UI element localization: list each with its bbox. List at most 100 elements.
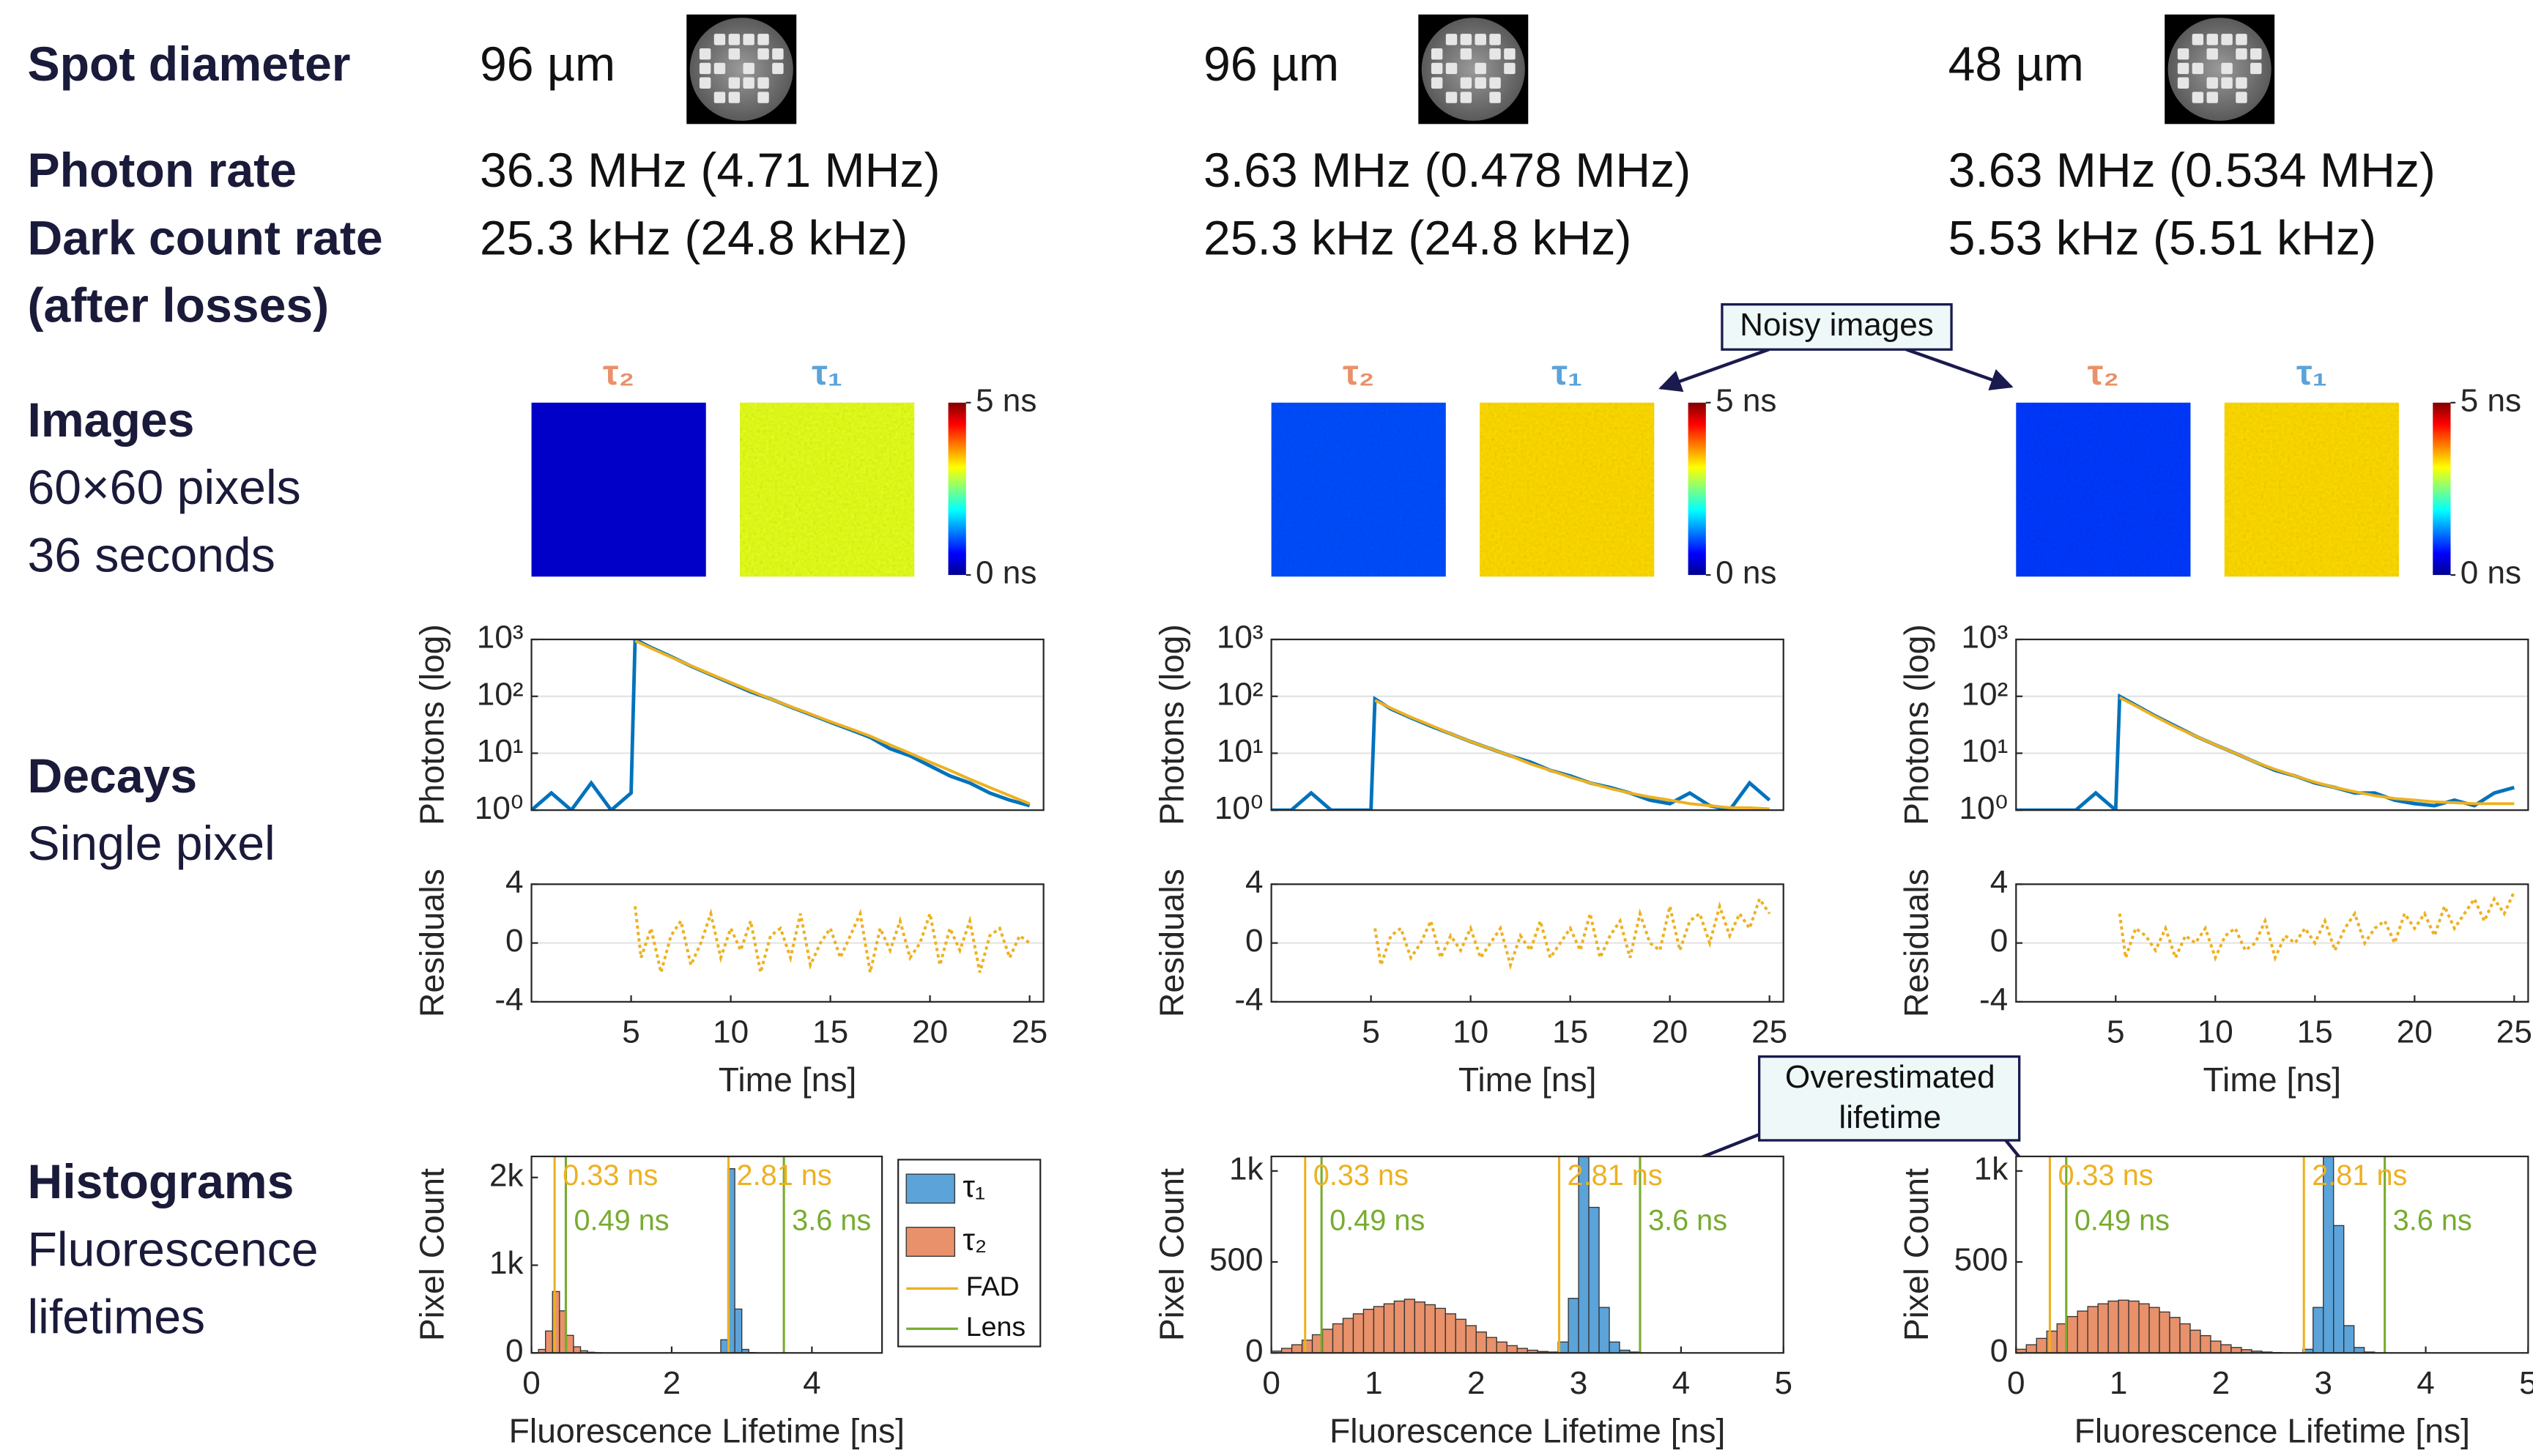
histogram-bar — [2138, 1303, 2150, 1353]
legend-swatch — [905, 1227, 956, 1257]
y-axis-label: Residuals — [412, 869, 450, 1017]
image-noise — [2016, 402, 2191, 577]
series-line — [634, 906, 1031, 973]
row-label: (after losses) — [27, 278, 329, 333]
histogram-bar — [2333, 1225, 2345, 1353]
row-sublabel: Fluorescence — [27, 1222, 318, 1276]
y-tick-label: 10⁰ — [475, 790, 524, 826]
series-line — [1374, 699, 1770, 811]
y-tick-label: 10¹ — [477, 733, 524, 769]
histogram-bar — [2036, 1337, 2047, 1353]
histogram-bar — [1475, 1331, 1487, 1353]
y-tick-label: 10² — [477, 676, 524, 712]
colorbar — [948, 402, 966, 576]
y-tick-label: 500 — [1209, 1242, 1264, 1278]
x-tick-label: 15 — [2297, 1014, 2333, 1050]
y-tick-label: 10¹ — [1217, 733, 1264, 769]
histogram-bar — [2313, 1307, 2324, 1353]
plot-marks — [2118, 891, 2516, 962]
series-line — [2118, 891, 2516, 962]
histogram-bar — [1609, 1341, 1620, 1353]
reference-label: 0.49 ns — [574, 1205, 669, 1237]
x-axis-label: Fluorescence Lifetime [ns] — [2074, 1411, 2470, 1449]
x-tick-label: 2 — [1467, 1365, 1486, 1401]
x-tick-label: 0 — [2007, 1365, 2025, 1401]
callout-box — [1721, 302, 1953, 351]
histogram-bar — [1496, 1341, 1507, 1353]
plot-marks — [1373, 895, 1771, 970]
panel-title: τ₂ — [603, 353, 634, 393]
histogram-bar — [1506, 1345, 1518, 1353]
arrow — [1658, 348, 1770, 393]
image-noise — [740, 402, 915, 577]
y-tick-label: 0 — [505, 923, 524, 959]
histogram-bar — [2354, 1347, 2365, 1353]
plot-area — [531, 639, 1044, 811]
x-tick-label: 3 — [1570, 1365, 1588, 1401]
histogram-bar — [1352, 1313, 1365, 1353]
y-axis-label: Pixel Count — [1897, 1168, 1935, 1341]
callout-over: Overestimated lifetime — [1408, 1055, 2115, 1276]
legend-label: FAD — [966, 1271, 1020, 1301]
histogram-bar — [1455, 1318, 1466, 1353]
colorbar — [1688, 402, 1706, 576]
axes-box — [2015, 883, 2529, 1003]
plot-area — [2016, 639, 2529, 811]
row-label: Decays — [27, 749, 197, 803]
y-axis-label: Pixel Count — [1152, 1168, 1190, 1341]
spot-value: 96 µm — [480, 37, 615, 91]
x-tick-label: 10 — [2198, 1014, 2233, 1050]
row-sublabel: lifetimes — [27, 1290, 205, 1344]
x-tick-label: 15 — [812, 1014, 848, 1050]
histogram-bar — [2066, 1315, 2078, 1353]
histogram-bar — [2107, 1300, 2119, 1353]
axes-box — [1270, 638, 1784, 811]
colorbar-label: 0 ns — [2460, 555, 2521, 591]
reference-label: 3.6 ns — [2393, 1205, 2472, 1237]
y-tick-label: 0 — [1245, 1333, 1264, 1369]
axes-box — [530, 883, 1045, 1003]
x-axis-label: Time [ns] — [2203, 1061, 2341, 1099]
panel-title: τ₁ — [1551, 353, 1582, 393]
dark-rate: 25.3 kHz (24.8 kHz) — [480, 210, 908, 264]
callout-text: lifetime — [1839, 1099, 1941, 1135]
histogram-bar — [1383, 1303, 1395, 1353]
histogram-bar — [1444, 1313, 1456, 1353]
histogram-bar — [1362, 1308, 1375, 1353]
histogram-bar — [1434, 1307, 1446, 1353]
y-tick-label: 10² — [1962, 676, 2009, 712]
x-tick-label: 20 — [2397, 1014, 2433, 1050]
image-noise — [1271, 402, 1446, 577]
x-tick-label: 10 — [713, 1014, 749, 1050]
arrow — [1905, 348, 2014, 391]
row-sublabel: 36 seconds — [27, 528, 275, 582]
image-noise — [1480, 402, 1655, 577]
spot-thumbnail — [1418, 14, 1529, 125]
histogram-bar — [1403, 1299, 1416, 1353]
histogram-bar — [1373, 1306, 1385, 1353]
series-line — [2118, 696, 2515, 806]
x-tick-label: 2 — [2212, 1365, 2230, 1401]
x-tick-label: 0 — [1262, 1365, 1280, 1401]
reference-label: 2.81 ns — [2312, 1159, 2407, 1192]
panel-title: τ₂ — [2088, 353, 2119, 393]
colorbar-label: 5 ns — [2460, 382, 2521, 418]
y-axis-label: Photons (log) — [1897, 624, 1935, 825]
legend-label: τ₁ — [963, 1169, 985, 1203]
y-tick-label: 10⁰ — [1214, 790, 1264, 826]
histogram-bar — [2343, 1325, 2355, 1353]
y-tick-label: 1k — [1229, 1151, 1264, 1187]
axes-box — [2015, 638, 2529, 811]
histogram-bar — [1414, 1301, 1426, 1353]
histogram-bar — [1321, 1329, 1334, 1353]
series-line — [1373, 895, 1771, 970]
histogram-bar — [1393, 1300, 1406, 1353]
callout-text: Noisy images — [1740, 307, 1934, 343]
panel-title: τ₁ — [2296, 353, 2327, 393]
reference-label: 0.33 ns — [563, 1159, 658, 1192]
spot-thumbnail — [2165, 14, 2275, 125]
axes-box — [1270, 1155, 1784, 1354]
dark-rate: 5.53 kHz (5.51 kHz) — [1948, 210, 2376, 264]
histogram-bar — [1598, 1307, 1610, 1353]
spot-thumbnail — [686, 14, 797, 125]
